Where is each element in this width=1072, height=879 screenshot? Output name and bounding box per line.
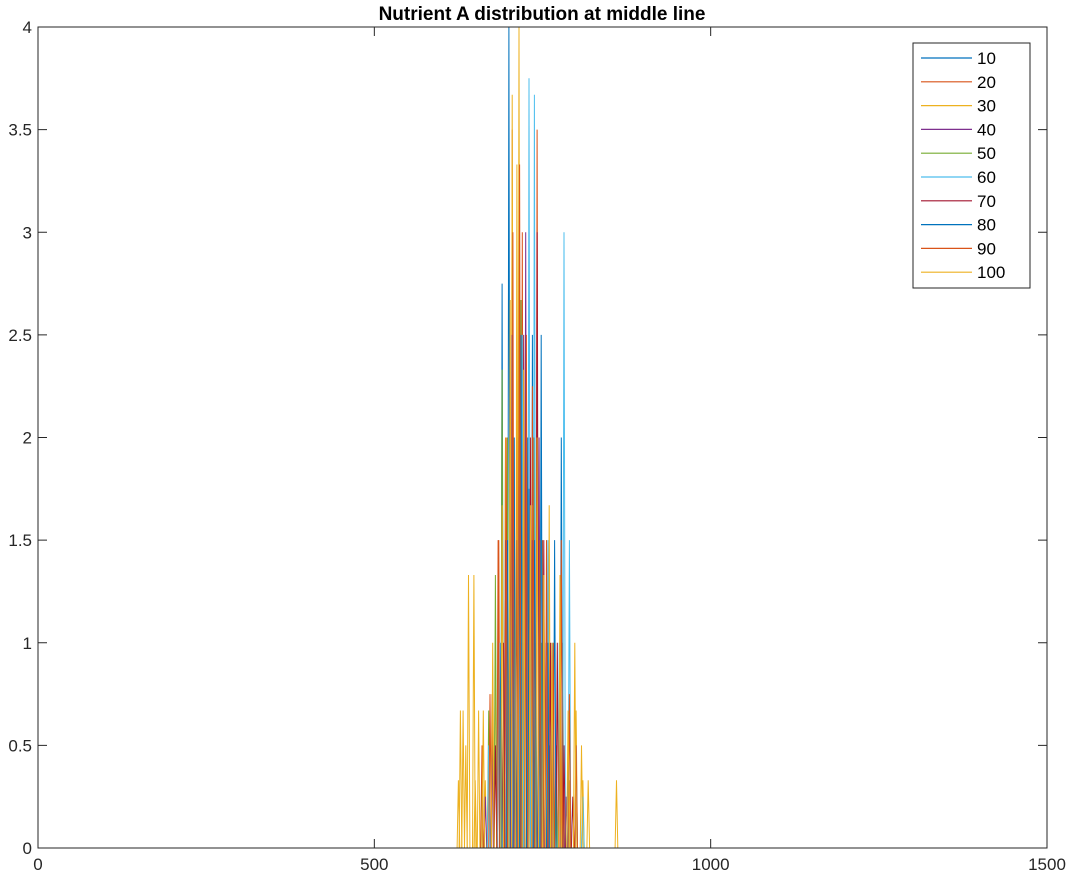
y-axis: 0 0.5 1 1.5 2 2.5 3 3.5 4 <box>8 18 1047 858</box>
y-tick-label: 0 <box>23 839 32 858</box>
legend-label-90: 90 <box>977 239 996 258</box>
chart-title: Nutrient A distribution at middle line <box>379 4 706 25</box>
legend-label-80: 80 <box>977 216 996 235</box>
legend-label-70: 70 <box>977 192 996 211</box>
x-tick-label: 500 <box>360 855 388 874</box>
legend-box <box>912 42 1031 289</box>
y-tick-label: 1.5 <box>8 531 32 550</box>
legend: 10 20 30 40 50 60 70 80 90 100 <box>912 42 1031 289</box>
y-tick-label: 2 <box>23 429 32 448</box>
x-tick-label: 0 <box>33 855 42 874</box>
legend-label-30: 30 <box>977 97 996 116</box>
y-tick-label: 0.5 <box>8 736 32 755</box>
x-tick-label: 1500 <box>1028 855 1066 874</box>
legend-label-20: 20 <box>977 73 996 92</box>
legend-label-100: 100 <box>977 263 1005 282</box>
y-tick-label: 4 <box>23 18 32 37</box>
x-tick-label: 1000 <box>692 855 730 874</box>
y-tick-label: 2.5 <box>8 326 32 345</box>
y-tick-label: 3.5 <box>8 121 32 140</box>
y-tick-label: 1 <box>23 634 32 653</box>
x-axis: 0 500 1000 1500 <box>33 27 1066 874</box>
legend-label-60: 60 <box>977 168 996 187</box>
legend-label-40: 40 <box>977 120 996 139</box>
y-tick-label: 3 <box>23 223 32 242</box>
legend-label-50: 50 <box>977 144 996 163</box>
legend-label-10: 10 <box>977 49 996 68</box>
